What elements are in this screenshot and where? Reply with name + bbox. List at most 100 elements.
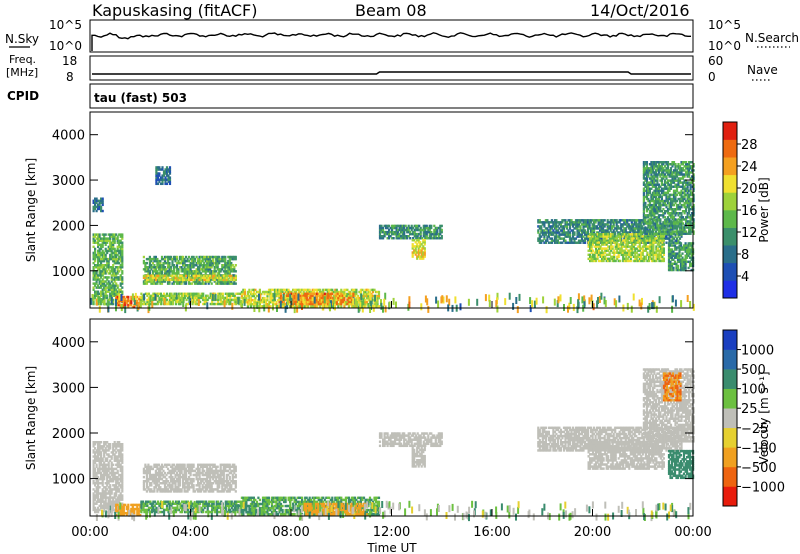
range-gate-cell <box>417 253 420 256</box>
range-gate-cell <box>210 255 213 259</box>
range-gate-cell <box>106 264 109 267</box>
range-gate-cell <box>659 222 662 225</box>
range-gate-cell <box>92 245 95 249</box>
range-gate-cell <box>414 241 417 244</box>
range-gate-cell <box>681 183 685 186</box>
range-gate-cell <box>118 261 121 265</box>
range-gate-cell <box>329 298 332 302</box>
range-gate-cell <box>671 171 674 174</box>
range-gate-cell <box>665 205 668 209</box>
range-gate-cell <box>651 218 654 221</box>
range-gate-cell <box>226 296 229 300</box>
range-gate-cell <box>617 231 620 234</box>
range-gate-cell <box>171 276 174 280</box>
range-gate-cell <box>588 225 591 228</box>
range-gate-cell <box>625 237 628 240</box>
range-gate-cell <box>232 298 235 302</box>
range-gate-cell <box>107 257 110 261</box>
range-gate-cell <box>101 280 104 283</box>
range-gate-cell <box>655 249 658 252</box>
range-gate-cell <box>112 286 115 289</box>
range-gate-cell <box>628 253 631 257</box>
range-gate-cell <box>605 239 608 242</box>
range-gate-cell <box>655 251 658 254</box>
range-gate-cell <box>401 228 404 232</box>
range-gate-cell <box>228 257 231 261</box>
range-gate-cell <box>98 251 101 255</box>
range-gate-cell <box>197 296 200 300</box>
range-gate-cell <box>188 255 191 259</box>
range-gate-cell <box>110 278 113 281</box>
range-gate-cell <box>174 257 177 261</box>
range-gate-cell <box>683 165 686 168</box>
range-gate-cell <box>633 221 636 224</box>
range-gate-cell <box>641 257 644 261</box>
range-gate-cell <box>235 298 238 302</box>
range-gate-cell <box>678 212 682 215</box>
range-gate-cell <box>145 278 148 282</box>
range-gate-cell <box>403 226 406 230</box>
range-gate-cell <box>671 201 674 205</box>
range-gate-cell <box>657 210 660 213</box>
range-gate-cell <box>632 229 635 232</box>
range-gate-cell <box>685 163 688 166</box>
range-gate-cell <box>290 294 293 298</box>
range-gate-cell <box>642 173 645 176</box>
range-gate-cell <box>648 214 651 217</box>
range-gate-cell <box>590 239 593 242</box>
range-gate-cell <box>326 290 329 294</box>
range-gate-cell <box>657 163 660 166</box>
range-gate-cell <box>346 302 349 306</box>
range-gate-cell <box>350 296 353 300</box>
range-gate-cell <box>168 274 171 277</box>
range-gate-cell <box>689 171 692 174</box>
range-gate-cell <box>419 226 422 230</box>
range-gate-cell <box>602 231 605 234</box>
range-gate-cell <box>233 274 236 277</box>
range-gate-cell <box>631 235 634 238</box>
range-gate-cell <box>568 225 572 228</box>
range-gate-cell <box>608 235 611 238</box>
range-gate-cell <box>681 218 685 221</box>
range-gate-cell <box>395 232 398 236</box>
range-gate-cell <box>317 292 320 296</box>
range-gate-cell <box>121 251 124 255</box>
range-gate-cell <box>302 290 305 294</box>
range-gate-cell <box>644 163 647 166</box>
range-gate-cell <box>104 233 107 236</box>
range-gate-cell <box>604 257 607 261</box>
range-gate-cell <box>674 175 677 178</box>
range-gate-cell <box>340 290 343 294</box>
range-gate-cell <box>162 261 165 265</box>
range-gate-cell <box>281 288 284 292</box>
range-gate-cell <box>110 251 113 255</box>
range-gate-cell <box>585 225 588 228</box>
range-gate-cell <box>209 268 212 271</box>
range-gate-cell <box>95 280 98 283</box>
range-gate-cell <box>113 284 116 287</box>
range-gate-cell <box>594 227 597 230</box>
range-gate-cell <box>645 179 648 182</box>
range-gate-cell <box>416 232 419 236</box>
range-gate-cell <box>626 251 629 254</box>
range-gate-cell <box>156 274 159 278</box>
range-gate-cell <box>209 259 212 263</box>
range-gate-cell <box>97 284 100 287</box>
range-gate-cell <box>680 189 683 193</box>
range-gate-cell <box>689 187 692 190</box>
range-gate-cell <box>257 301 260 304</box>
range-gate-cell <box>224 257 227 261</box>
range-gate-cell <box>675 199 679 203</box>
range-gate-cell <box>644 222 647 225</box>
range-gate-cell <box>688 181 691 184</box>
range-gate-cell <box>331 305 334 308</box>
range-gate-cell <box>602 247 605 250</box>
range-gate-cell <box>623 251 626 254</box>
range-gate-cell <box>579 233 582 236</box>
range-gate-cell <box>136 295 139 299</box>
range-gate-cell <box>642 230 645 233</box>
range-gate-cell <box>188 270 191 273</box>
range-gate-cell <box>652 243 655 246</box>
range-gate-cell <box>377 296 381 300</box>
range-gate-cell <box>187 294 190 298</box>
